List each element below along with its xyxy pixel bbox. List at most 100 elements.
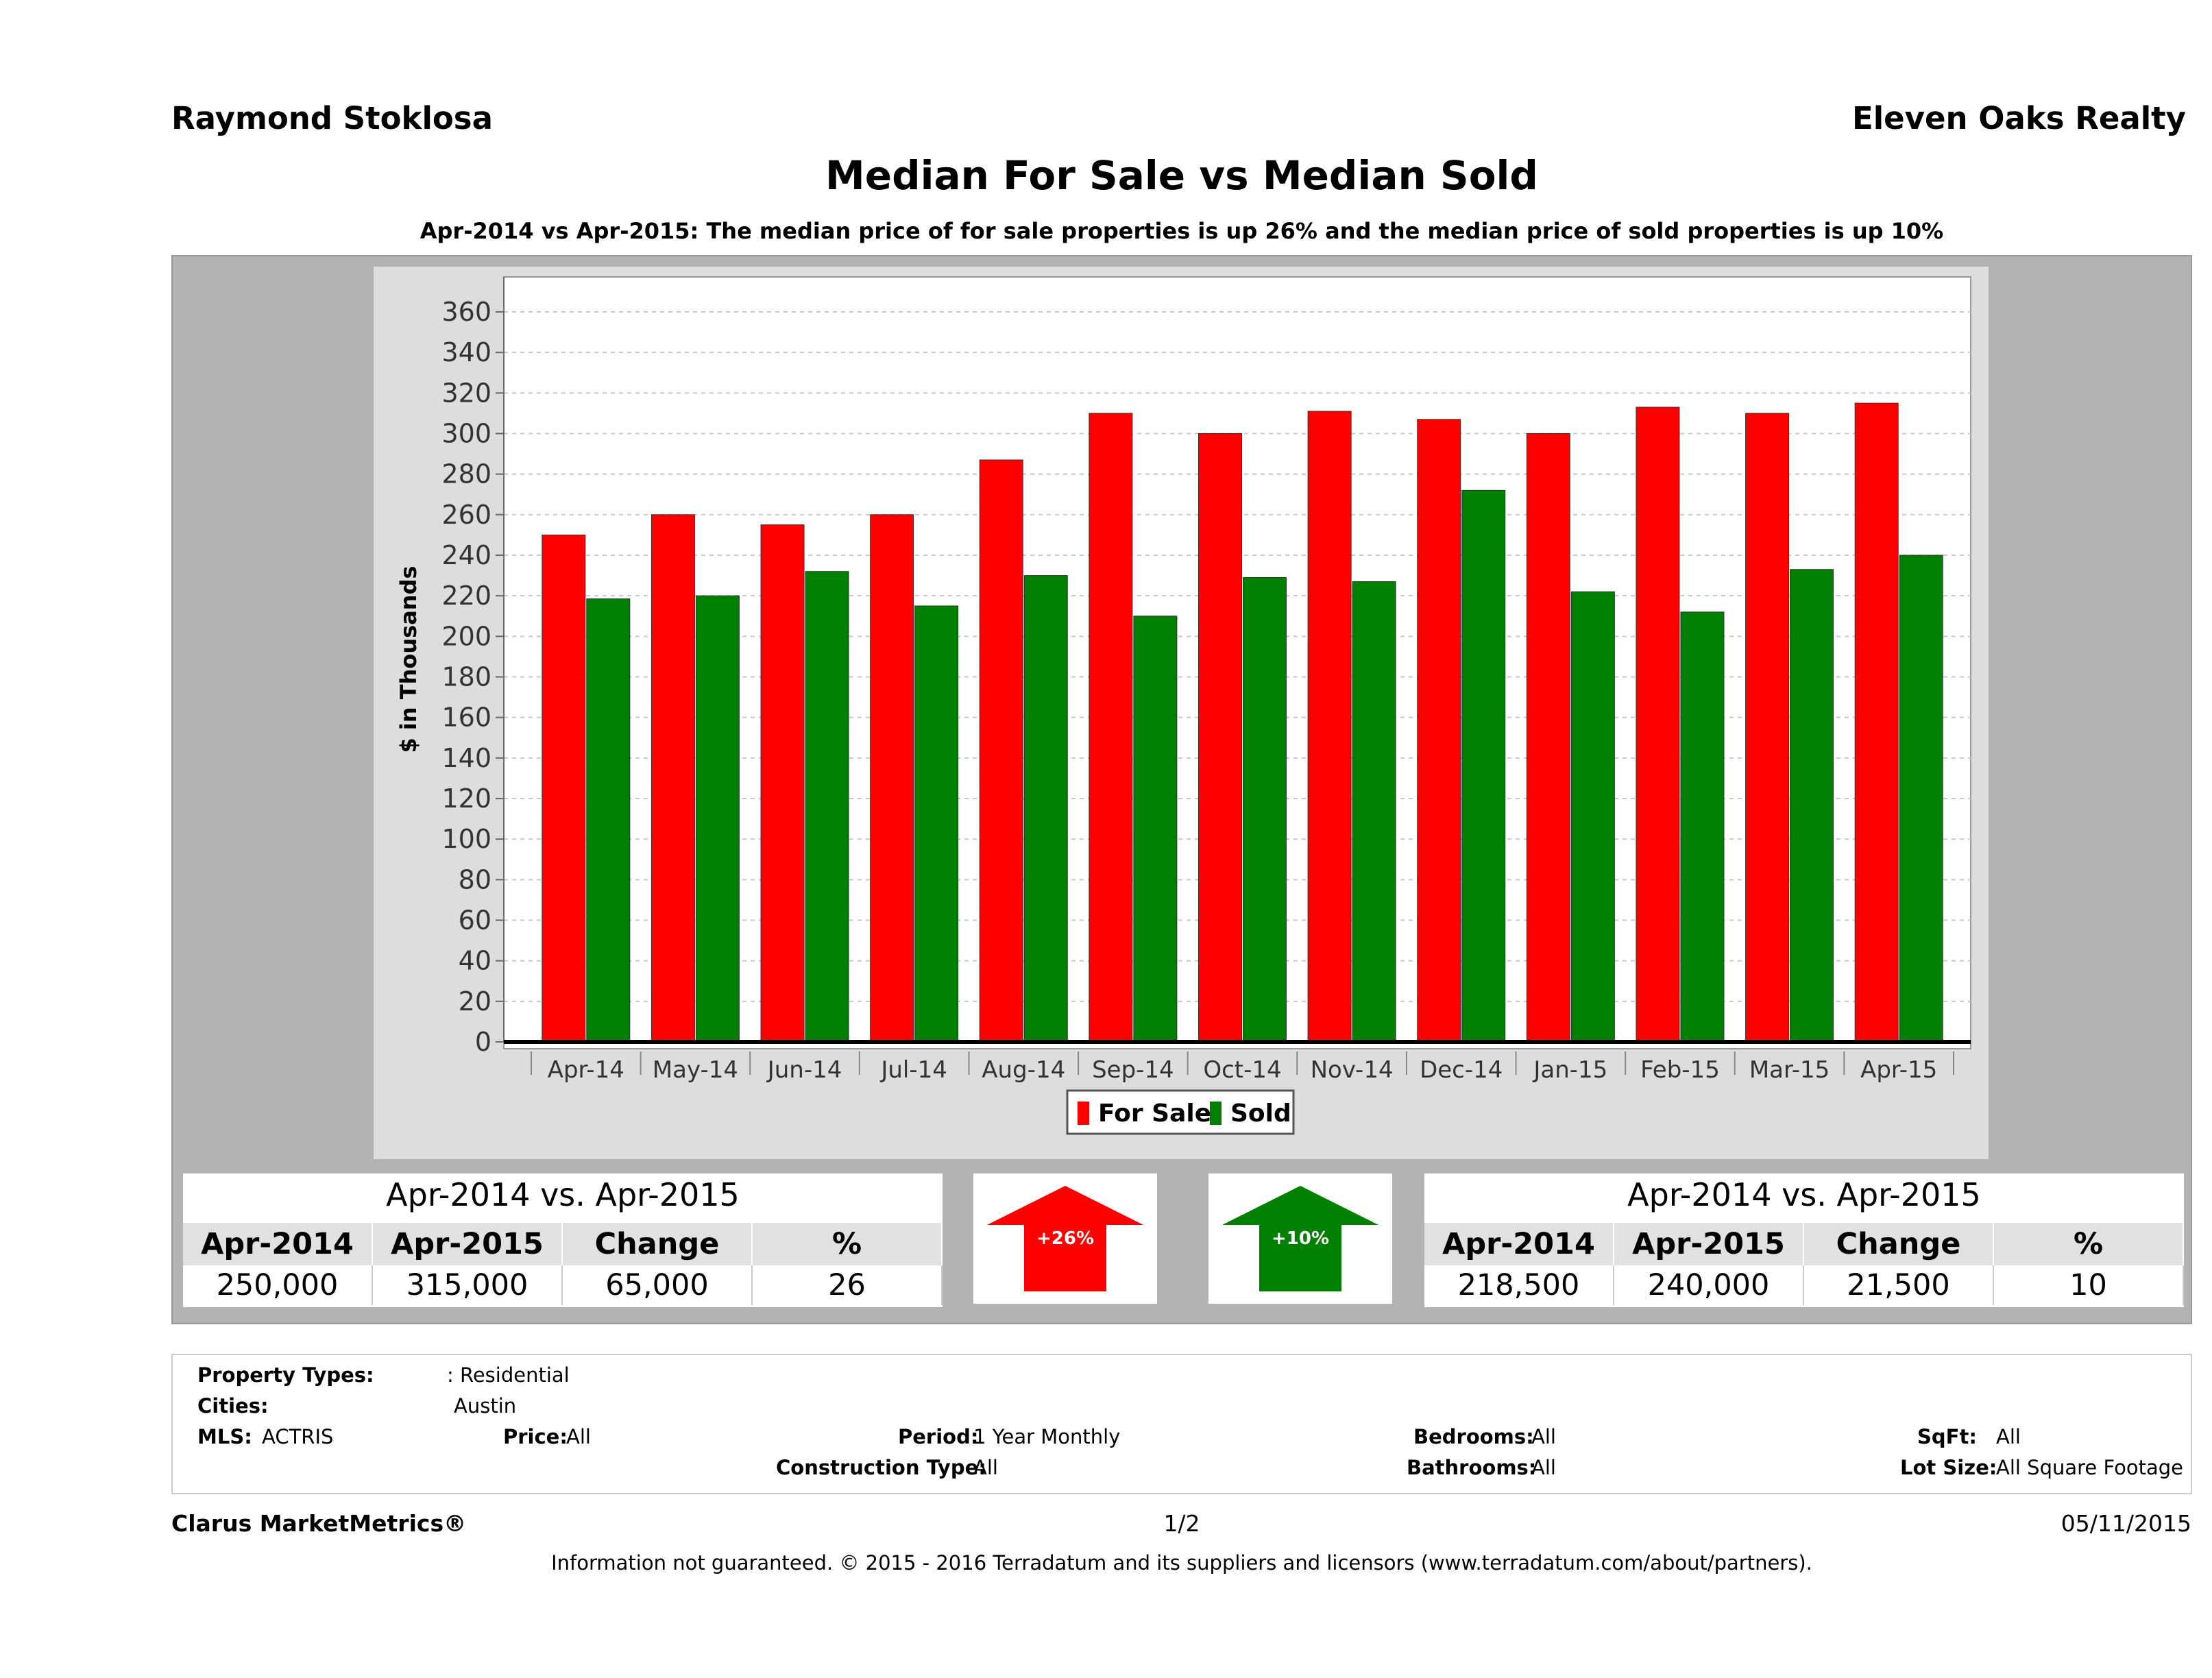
- footer-brand: Clarus MarketMetrics®: [171, 1510, 467, 1537]
- legend-label-sold: Sold: [1230, 1099, 1291, 1128]
- up-arrow-green-icon: [1222, 1186, 1378, 1291]
- x-tick-label: Feb-15: [1640, 1056, 1720, 1084]
- y-tick-label: 360: [441, 297, 491, 327]
- y-tick-label: 100: [441, 824, 491, 854]
- bar-for-sale-may-14: [651, 514, 695, 1043]
- y-tick-label: 240: [441, 540, 491, 570]
- price-value: All: [566, 1425, 591, 1448]
- bedrooms-value: All: [1531, 1425, 1556, 1448]
- for-sale-head-3: Change: [563, 1223, 753, 1265]
- y-tick-label: 60: [459, 905, 491, 936]
- sold-val-change: 21,500: [1804, 1265, 1994, 1305]
- sqft-value: All: [1996, 1425, 2021, 1448]
- sold-head-4: %: [1994, 1223, 2184, 1265]
- y-tick-label: 80: [459, 864, 491, 895]
- y-tick-label: 260: [441, 500, 491, 530]
- sold-head-2: Apr-2015: [1614, 1223, 1804, 1265]
- y-tick-label: 320: [441, 378, 491, 408]
- y-tick-label: 140: [441, 743, 491, 773]
- y-tick-label: 40: [459, 946, 491, 976]
- x-tick-label: Jul-14: [879, 1056, 947, 1084]
- bar-for-sale-feb-15: [1636, 406, 1680, 1043]
- bar-for-sale-jan-15: [1526, 433, 1570, 1043]
- for-sale-head-2: Apr-2015: [373, 1223, 563, 1265]
- sold-stats-title: Apr-2014 vs. Apr-2015: [1627, 1176, 1981, 1213]
- bar-for-sale-jun-14: [760, 524, 805, 1043]
- property-types-label: Property Types:: [197, 1363, 374, 1387]
- sqft-label: SqFt:: [1917, 1425, 1977, 1448]
- for-sale-head-1: Apr-2014: [183, 1223, 373, 1265]
- bar-sold-dec-14: [1461, 489, 1506, 1043]
- for-sale-arrow-label: +26%: [1036, 1228, 1095, 1249]
- up-arrow-red-icon: [987, 1186, 1143, 1291]
- bar-sold-jan-15: [1570, 591, 1615, 1043]
- x-tick-label: Apr-14: [548, 1056, 624, 1084]
- x-tick-label: Sep-14: [1092, 1056, 1174, 1084]
- bar-sold-feb-15: [1680, 611, 1725, 1043]
- period-label: Period:: [898, 1425, 979, 1448]
- y-tick-label: 160: [441, 703, 491, 733]
- report-date: 05/11/2015: [2061, 1510, 2191, 1537]
- x-tick-label: May-14: [653, 1056, 738, 1084]
- for-sale-arrow-box: +26%: [973, 1174, 1157, 1304]
- x-tick-label: Jan-15: [1532, 1056, 1607, 1084]
- x-tick-label: Oct-14: [1203, 1056, 1281, 1084]
- sold-arrow-label: +10%: [1271, 1228, 1330, 1249]
- bar-sold-nov-14: [1352, 581, 1396, 1043]
- bar-chart: 0 20 40 60 80 100 120 140 160 180 200 220 240 260 280 3…: [374, 267, 1989, 1159]
- cities-value: Austin: [454, 1394, 517, 1418]
- construction-type-label: Construction Type:: [776, 1456, 986, 1479]
- bars: [542, 402, 1943, 1043]
- y-tick-label: 220: [441, 581, 491, 611]
- y-axis-label: $ in Thousands: [396, 566, 422, 753]
- price-label: Price:: [503, 1425, 568, 1448]
- x-tick-label: Mar-15: [1749, 1056, 1830, 1084]
- y-tick-label: 180: [441, 662, 491, 692]
- x-tick-label: Nov-14: [1311, 1056, 1394, 1084]
- bar-sold-jul-14: [914, 605, 959, 1043]
- period-value: 1 Year Monthly: [973, 1425, 1121, 1448]
- bar-sold-mar-15: [1790, 569, 1834, 1043]
- chart-title: Median For Sale vs Median Sold: [825, 152, 1538, 199]
- sold-head-3: Change: [1804, 1223, 1994, 1265]
- sold-arrow-box: +10%: [1208, 1174, 1392, 1304]
- sold-val-apr2014: 218,500: [1424, 1265, 1614, 1305]
- y-tick-label: 120: [441, 783, 491, 814]
- construction-type-value: All: [973, 1456, 998, 1479]
- y-axis: 0 20 40 60 80 100 120 140 160 180 200 220 240 260 280 3…: [441, 277, 505, 1057]
- bar-for-sale-dec-14: [1417, 419, 1461, 1043]
- sold-val-pct: 10: [1994, 1265, 2184, 1305]
- bar-sold-jun-14: [805, 571, 849, 1043]
- bar-sold-aug-14: [1023, 575, 1068, 1043]
- bar-sold-may-14: [695, 595, 740, 1043]
- lot-size-value: All Square Footage: [1996, 1456, 2184, 1479]
- x-axis: Apr-14 May-14 Jun-14 Jul-14 Aug-14 Sep-14 Oct-…: [504, 1040, 1971, 1084]
- bar-for-sale-aug-14: [979, 459, 1023, 1043]
- for-sale-stats: Apr-2014 vs. Apr-2015 Apr-2014 Apr-2015 …: [183, 1174, 943, 1307]
- disclaimer: Information not guaranteed. © 2015 - 201…: [551, 1551, 1812, 1574]
- legend-label-for-sale: For Sale: [1098, 1099, 1211, 1128]
- x-tick-label: Apr-15: [1860, 1056, 1937, 1084]
- bar-for-sale-apr-15: [1854, 402, 1899, 1043]
- mls-label: MLS:: [197, 1425, 252, 1448]
- for-sale-val-change: 65,000: [563, 1265, 753, 1305]
- y-tick-label: 340: [441, 337, 491, 367]
- company-name: Eleven Oaks Realty: [1851, 100, 2186, 136]
- lot-size-label: Lot Size:: [1900, 1456, 1997, 1479]
- legend-swatch-for-sale: [1078, 1102, 1089, 1125]
- sold-head-1: Apr-2014: [1424, 1223, 1614, 1265]
- x-tick-label: Dec-14: [1420, 1056, 1503, 1084]
- bedrooms-label: Bedrooms:: [1413, 1425, 1534, 1448]
- bathrooms-label: Bathrooms:: [1407, 1456, 1537, 1479]
- sold-stats: Apr-2014 vs. Apr-2015 Apr-2014 Apr-2015 …: [1424, 1174, 2184, 1307]
- bar-sold-apr-14: [586, 598, 631, 1043]
- page-number: 1/2: [1163, 1510, 1200, 1537]
- bar-sold-sep-14: [1133, 616, 1178, 1043]
- for-sale-head-4: %: [753, 1223, 943, 1265]
- bar-sold-apr-15: [1899, 555, 1943, 1043]
- property-types-value: : Residential: [447, 1363, 570, 1387]
- x-tick-label: Jun-14: [766, 1056, 842, 1084]
- search-criteria: Property Types: : Residential Cities: Au…: [171, 1354, 2192, 1494]
- bathrooms-value: All: [1531, 1456, 1556, 1479]
- for-sale-stats-title: Apr-2014 vs. Apr-2015: [386, 1176, 740, 1213]
